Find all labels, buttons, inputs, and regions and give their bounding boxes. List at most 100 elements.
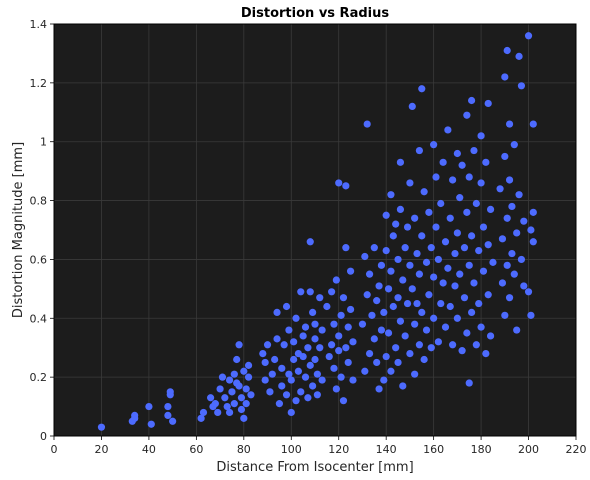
data-point — [282, 302, 291, 311]
data-point — [311, 355, 319, 364]
data-point — [413, 299, 421, 308]
x-tick-label: 200 — [518, 443, 539, 456]
data-point — [235, 341, 243, 349]
data-point — [278, 382, 286, 390]
data-point — [285, 326, 293, 334]
data-point — [427, 244, 435, 252]
data-point — [399, 276, 407, 284]
y-tick-label: 1.4 — [30, 18, 48, 31]
data-point — [240, 414, 248, 422]
data-point — [380, 376, 388, 384]
data-point — [468, 232, 476, 240]
data-point — [242, 385, 250, 393]
data-point — [365, 270, 374, 278]
data-point — [363, 291, 371, 299]
data-point — [225, 376, 234, 384]
y-tick-label: 0.2 — [30, 371, 48, 384]
data-point — [527, 311, 535, 319]
x-tick-label: 40 — [142, 443, 156, 456]
data-point — [339, 294, 348, 302]
data-point — [218, 373, 227, 381]
x-tick-label: 0 — [51, 443, 58, 456]
data-point — [304, 344, 312, 352]
data-point — [358, 320, 367, 328]
data-point — [311, 320, 319, 328]
data-point — [394, 294, 402, 302]
data-point — [375, 385, 383, 393]
data-point — [505, 176, 514, 184]
data-point — [304, 394, 312, 402]
data-point — [237, 394, 246, 402]
data-point — [268, 370, 276, 378]
data-point — [458, 161, 466, 169]
data-point — [515, 191, 523, 199]
data-point — [415, 270, 423, 278]
data-point — [309, 308, 317, 316]
data-point — [311, 335, 319, 343]
data-point — [316, 294, 324, 302]
data-point — [169, 417, 177, 425]
y-tick-label: 0 — [40, 430, 47, 443]
data-point — [479, 223, 488, 231]
y-axis-label: Distortion Magnitude [mm] — [11, 142, 26, 318]
data-point — [475, 247, 483, 255]
data-point — [197, 414, 205, 422]
data-point — [520, 217, 528, 225]
data-point — [337, 373, 345, 381]
data-point — [342, 182, 350, 190]
data-point — [524, 288, 533, 296]
data-point — [387, 367, 395, 375]
data-point — [297, 288, 305, 296]
data-point — [399, 382, 407, 390]
data-point — [394, 358, 402, 367]
data-point — [425, 208, 433, 216]
data-point — [498, 235, 507, 243]
data-point — [427, 344, 435, 352]
data-point — [418, 232, 426, 240]
data-point — [230, 370, 238, 378]
data-point — [273, 308, 281, 316]
data-point — [309, 382, 317, 390]
data-point — [244, 361, 253, 369]
data-point — [444, 264, 452, 272]
data-point — [275, 400, 284, 408]
data-point — [373, 297, 381, 305]
data-point — [297, 388, 305, 396]
data-point — [477, 132, 485, 140]
data-point — [365, 350, 374, 358]
data-point — [282, 391, 291, 399]
data-point — [439, 158, 447, 166]
data-point — [318, 326, 326, 334]
data-point — [337, 311, 345, 319]
data-point — [242, 400, 250, 408]
data-point — [503, 261, 511, 269]
data-point — [468, 96, 476, 105]
data-point — [306, 238, 314, 246]
data-point — [380, 308, 388, 316]
data-point — [392, 220, 400, 228]
data-point — [263, 341, 272, 349]
data-point — [318, 376, 326, 384]
data-point — [316, 344, 324, 352]
data-point — [342, 244, 350, 252]
data-point — [463, 329, 471, 337]
data-point — [486, 205, 495, 213]
plot-background — [54, 24, 576, 436]
data-point — [301, 373, 310, 381]
data-point — [294, 367, 302, 375]
y-tick-label: 0.6 — [30, 253, 48, 266]
x-axis-label: Distance From Isocenter [mm] — [216, 460, 413, 475]
data-point — [287, 376, 295, 384]
data-point — [401, 332, 409, 340]
data-point — [449, 341, 457, 349]
data-point — [332, 276, 340, 284]
data-point — [221, 394, 229, 402]
data-point — [325, 352, 333, 361]
data-point — [237, 405, 246, 414]
plot-frame — [53, 23, 577, 437]
data-point — [453, 229, 461, 237]
data-point — [339, 397, 348, 405]
data-point — [406, 350, 414, 358]
data-point — [463, 111, 471, 119]
data-point — [415, 341, 423, 349]
